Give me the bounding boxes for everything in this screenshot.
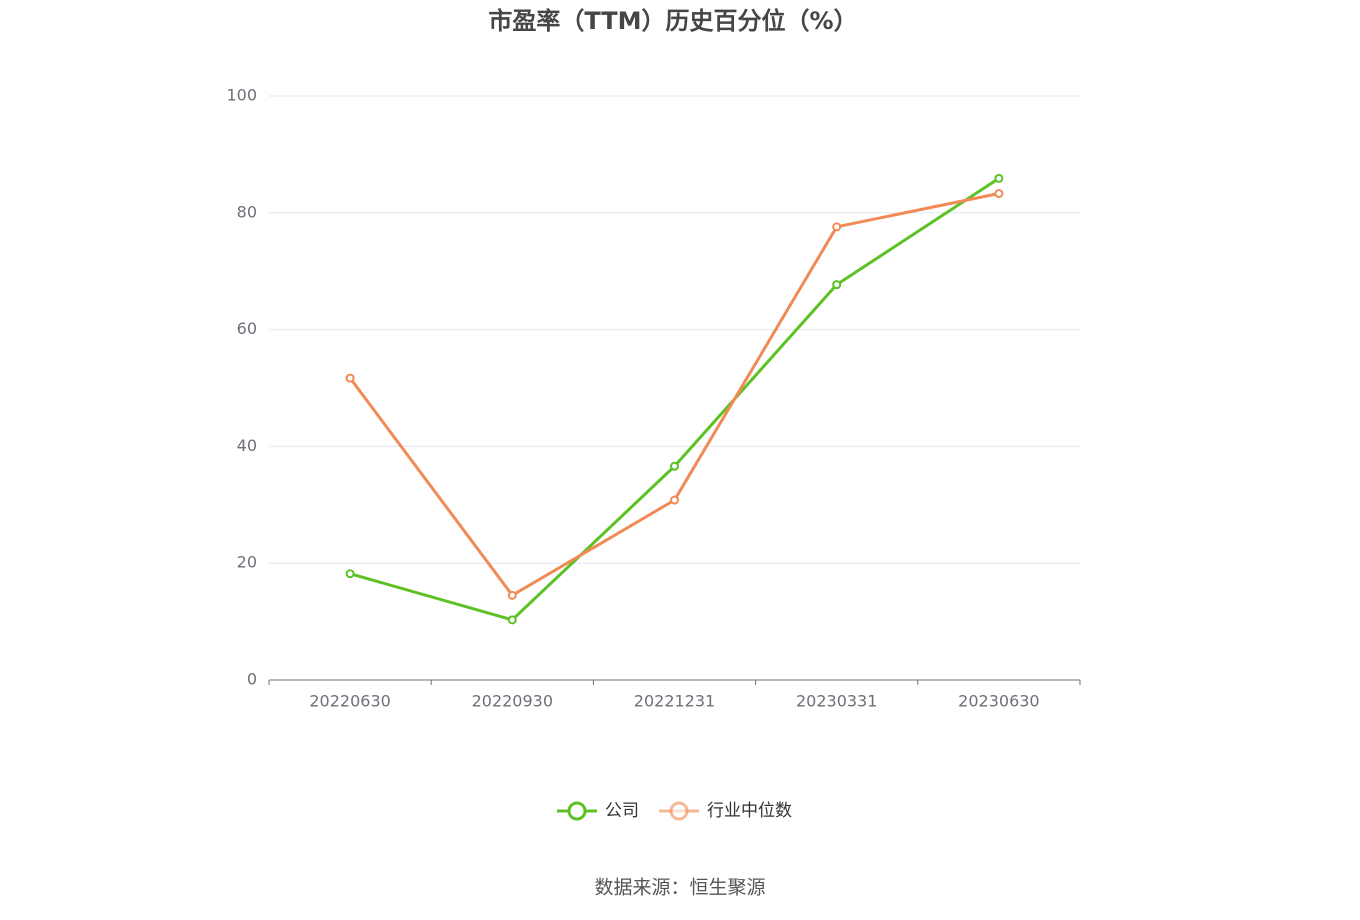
x-tick-label: 20220930	[472, 692, 553, 711]
x-tick-label: 20230630	[958, 692, 1039, 711]
legend-label: 行业中位数	[707, 801, 792, 821]
y-tick-label: 20	[237, 553, 257, 572]
series-line	[348, 192, 1000, 598]
data-point	[670, 495, 679, 505]
legend-marker	[567, 801, 587, 821]
y-tick-label: 0	[247, 670, 257, 689]
data-point	[832, 280, 842, 290]
data-point	[507, 590, 517, 600]
chart-title: 市盈率（TTM）历史百分位（%）	[488, 7, 857, 35]
x-tick-label: 20221231	[634, 692, 715, 711]
data-point	[670, 461, 679, 471]
data-point	[994, 189, 1004, 199]
legend-label: 公司	[605, 801, 639, 821]
y-tick-label: 100	[226, 86, 257, 105]
data-point	[832, 222, 842, 232]
x-tick-label: 20230331	[796, 692, 877, 711]
y-tick-label: 60	[237, 319, 257, 338]
legend-marker	[669, 801, 689, 821]
y-tick-label: 80	[237, 202, 257, 221]
data-point	[994, 173, 1004, 183]
series-line	[349, 177, 1000, 622]
data-point	[345, 569, 355, 579]
source-note: 数据来源：恒生聚源	[594, 877, 765, 899]
x-tick-label: 20220630	[309, 692, 390, 711]
data-point	[345, 373, 355, 383]
y-tick-label: 40	[237, 436, 257, 455]
data-point	[507, 615, 517, 625]
